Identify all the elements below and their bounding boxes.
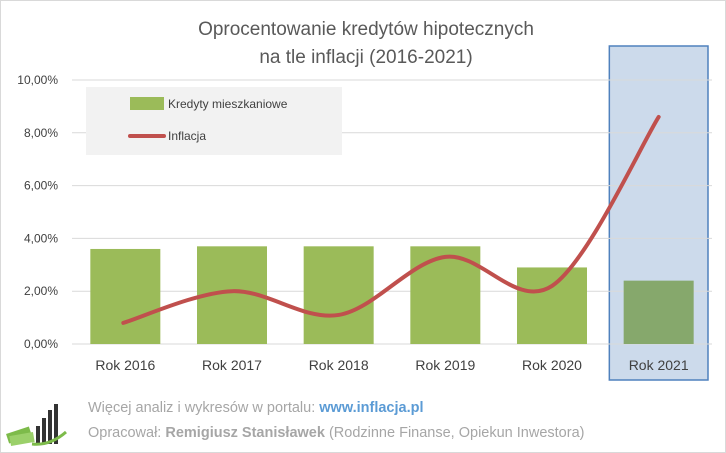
x-tick-label: Rok 2018	[309, 357, 369, 373]
y-tick-label: 6,00%	[24, 179, 58, 193]
y-tick-label: 0,00%	[24, 337, 58, 351]
bar-rok-2020	[517, 267, 587, 344]
footer-author-name: Remigiusz Stanisławek	[165, 425, 325, 441]
chart: 0,00% 2,00% 4,00% 6,00% 8,00% 10,00% Rok 2016…	[17, 19, 712, 381]
bar-rok-2016	[90, 248, 161, 344]
x-tick-label: Rok 2016	[95, 357, 155, 373]
x-tick-label: Rok 2019	[415, 357, 475, 373]
y-tick-label: 4,00%	[24, 231, 58, 245]
footer: Więcej analiz i wykresów w portalu: www.…	[0, 396, 726, 453]
inflation-line	[121, 114, 661, 325]
footer-line-author: Opracował: Remigiusz Stanisławek (Rodzin…	[88, 425, 584, 441]
bars	[90, 246, 694, 344]
y-tick-label: 10,00%	[17, 73, 58, 87]
bar-rok-2018	[303, 246, 374, 344]
x-tick-labels: Rok 2016 Rok 2017 Rok 2018 Rok 2019 Rok 2020…	[95, 357, 688, 373]
legend-box	[86, 87, 342, 155]
legend-line-label: Inflacja	[168, 129, 206, 143]
chart-title-line2: na tle inflacji (2016-2021)	[259, 47, 472, 68]
legend: Kredyty mieszkaniowe Inflacja	[86, 87, 342, 155]
footer-author-suffix: (Rodzinne Finanse, Opiekun Inwestora)	[324, 425, 585, 441]
x-tick-label: Rok 2017	[202, 357, 262, 373]
y-tick-label: 8,00%	[24, 126, 58, 140]
footer-portal-text: Więcej analiz i wykresów w portalu:	[88, 400, 320, 416]
y-tick-labels: 0,00% 2,00% 4,00% 6,00% 8,00% 10,00%	[17, 73, 58, 351]
portal-link[interactable]: www.inflacja.pl	[319, 400, 424, 416]
legend-bar-swatch	[130, 97, 164, 110]
legend-bar-label: Kredyty mieszkaniowe	[168, 97, 288, 111]
chart-title-line1: Oprocentowanie kredytów hipotecznych	[198, 19, 534, 40]
y-tick-label: 2,00%	[24, 284, 58, 298]
footer-author-prefix: Opracował:	[88, 425, 166, 441]
x-tick-label: Rok 2021	[629, 357, 689, 373]
chart-title: Oprocentowanie kredytów hipotecznych na …	[198, 19, 534, 68]
x-tick-label: Rok 2020	[522, 357, 582, 373]
footer-line-portal: Więcej analiz i wykresów w portalu: www.…	[88, 400, 424, 416]
logo-icon	[6, 404, 67, 447]
bar-rok-2021	[623, 280, 694, 344]
